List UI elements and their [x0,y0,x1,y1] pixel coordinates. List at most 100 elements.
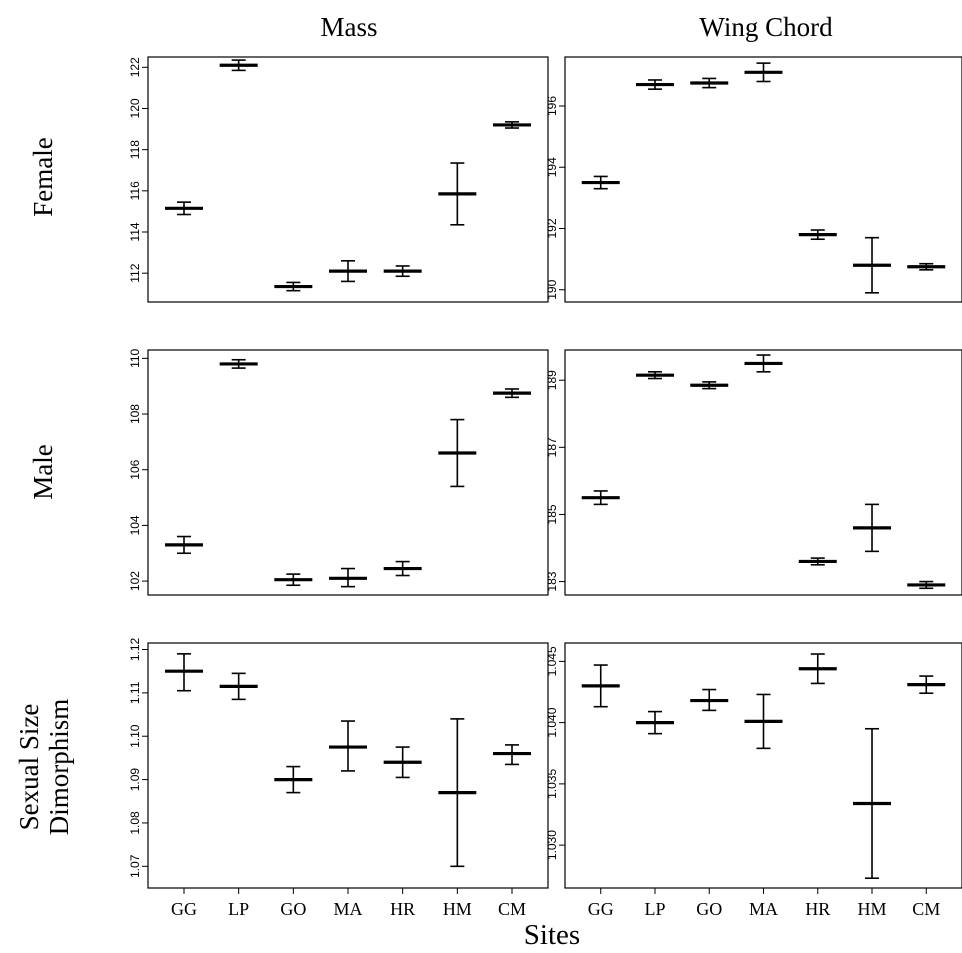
errorbar-hr [383,265,422,278]
errorbar-gg [165,201,203,216]
panel-sexual-size-dimorphism-wing-chord: 1.030 1.035 1.040 1.045 GG LP GO MA HR HM CM [545,642,962,919]
y-tick-label: 1.07 [128,854,142,878]
y-tick-label: 194 [545,157,559,177]
panel-female-wing-chord: 190 192 194 196 [545,56,962,303]
y-tick-label: 190 [545,279,559,299]
y-tick-label: 196 [545,96,559,116]
errorbar-go [274,765,313,794]
errorbar-go [274,573,313,587]
chart-panels: 1121141161181201221901921941961021041061… [128,56,962,919]
errorbar-ma [329,567,367,588]
column-title-wing-chord: Wing Chord [699,12,833,42]
y-tick-label: 1.040 [545,707,559,737]
x-tick-label: MA [333,899,362,919]
y-tick-label: 1.11 [128,681,142,704]
panel-frame [564,56,962,303]
panel-frame [147,349,549,596]
panel-frame [147,56,549,303]
y-tick-label: 102 [128,571,142,591]
y-tick-label: 189 [545,370,559,390]
y-tick-label: 185 [545,504,559,524]
row-title-dimorphism: Dimorphism [44,699,74,836]
y-tick-label: 104 [128,515,142,535]
errorbar-gg [165,653,203,692]
errorbar-go [690,77,729,89]
panel-female-mass: 112 114 116 118 120 122 [128,56,549,303]
errorbar-hm [438,418,477,488]
errorbar-hr [383,560,422,577]
errorbar-lp [219,358,258,369]
y-tick-label: 120 [128,98,142,118]
errorbar-cm [907,262,946,271]
x-axis-title: Sites [524,919,580,951]
x-tick-label: HM [443,899,472,919]
y-tick-label: 1.10 [128,724,142,748]
y-tick-label: 112 [128,263,142,282]
x-tick-label: GG [588,899,614,919]
x-tick-label: LP [228,899,249,919]
errorbar-hm [438,718,477,868]
errorbar-lp [635,371,674,380]
errorbar-lp [219,672,258,701]
errorbar-go [690,688,729,712]
row-title-sexual-size: Sexual Size [14,704,44,831]
y-tick-label: 183 [545,571,559,591]
y-tick-label: 106 [128,459,142,479]
panel-male-mass: 102 104 106 108 110 [128,348,549,596]
x-tick-label: HM [858,899,887,919]
errorbar-cm [907,675,946,695]
errorbar-gg [581,490,620,506]
y-tick-label: 1.08 [128,811,142,835]
x-tick-label: GO [696,899,722,919]
panel-male-wing-chord: 183 185 187 189 [545,349,962,596]
errorbar-ma [744,62,783,83]
y-tick-label: 187 [545,437,559,457]
errorbar-hm [853,236,892,294]
y-tick-label: 114 [128,222,142,241]
errorbar-ma [744,354,783,373]
x-tick-label: MA [749,899,778,919]
errorbar-hr [798,653,837,685]
x-tick-label: CM [498,899,526,919]
row-title-male: Male [28,444,58,499]
errorbar-cm [493,388,531,399]
column-title-mass: Mass [320,12,377,42]
errorbar-ma [744,693,783,750]
errorbar-ma [329,260,367,283]
y-tick-label: 1.09 [128,768,142,792]
errorbar-hm [853,503,892,553]
x-tick-label: HR [390,899,415,919]
x-tick-label: GO [280,899,306,919]
errorbar-lp [635,710,674,735]
errorbar-gg [581,664,620,708]
y-tick-label: 110 [128,348,142,367]
row-title-female: Female [28,137,58,216]
errorbar-lp [219,59,258,72]
x-tick-label: LP [644,899,665,919]
errorbar-lp [635,79,674,90]
errorbar-hr [798,229,837,241]
panel-sexual-size-dimorphism-mass: 1.07 1.08 1.09 1.10 1.11 1.12 GG LP GO MA HR HM CM [128,638,549,919]
x-tick-label: HR [805,899,830,919]
errorbar-ma [329,720,367,772]
y-tick-label: 116 [128,181,142,200]
errorbar-cm [493,121,531,129]
errorbar-cm [493,744,531,766]
y-tick-label: 1.035 [545,769,559,799]
errorbar-hr [383,746,422,779]
errorbar-go [690,381,729,390]
errorbar-hr [798,557,837,566]
errorbar-go [274,281,313,292]
x-tick-label: GG [171,899,197,919]
y-tick-label: 1.045 [545,646,559,676]
y-tick-label: 122 [128,57,142,77]
y-tick-label: 192 [545,218,559,238]
panel-frame [564,642,962,889]
panel-frame [564,349,962,596]
x-tick-label: CM [912,899,940,919]
y-tick-label: 108 [128,404,142,424]
y-tick-label: 118 [128,140,142,159]
errorbar-hm [438,162,477,226]
y-tick-label: 1.030 [545,830,559,860]
